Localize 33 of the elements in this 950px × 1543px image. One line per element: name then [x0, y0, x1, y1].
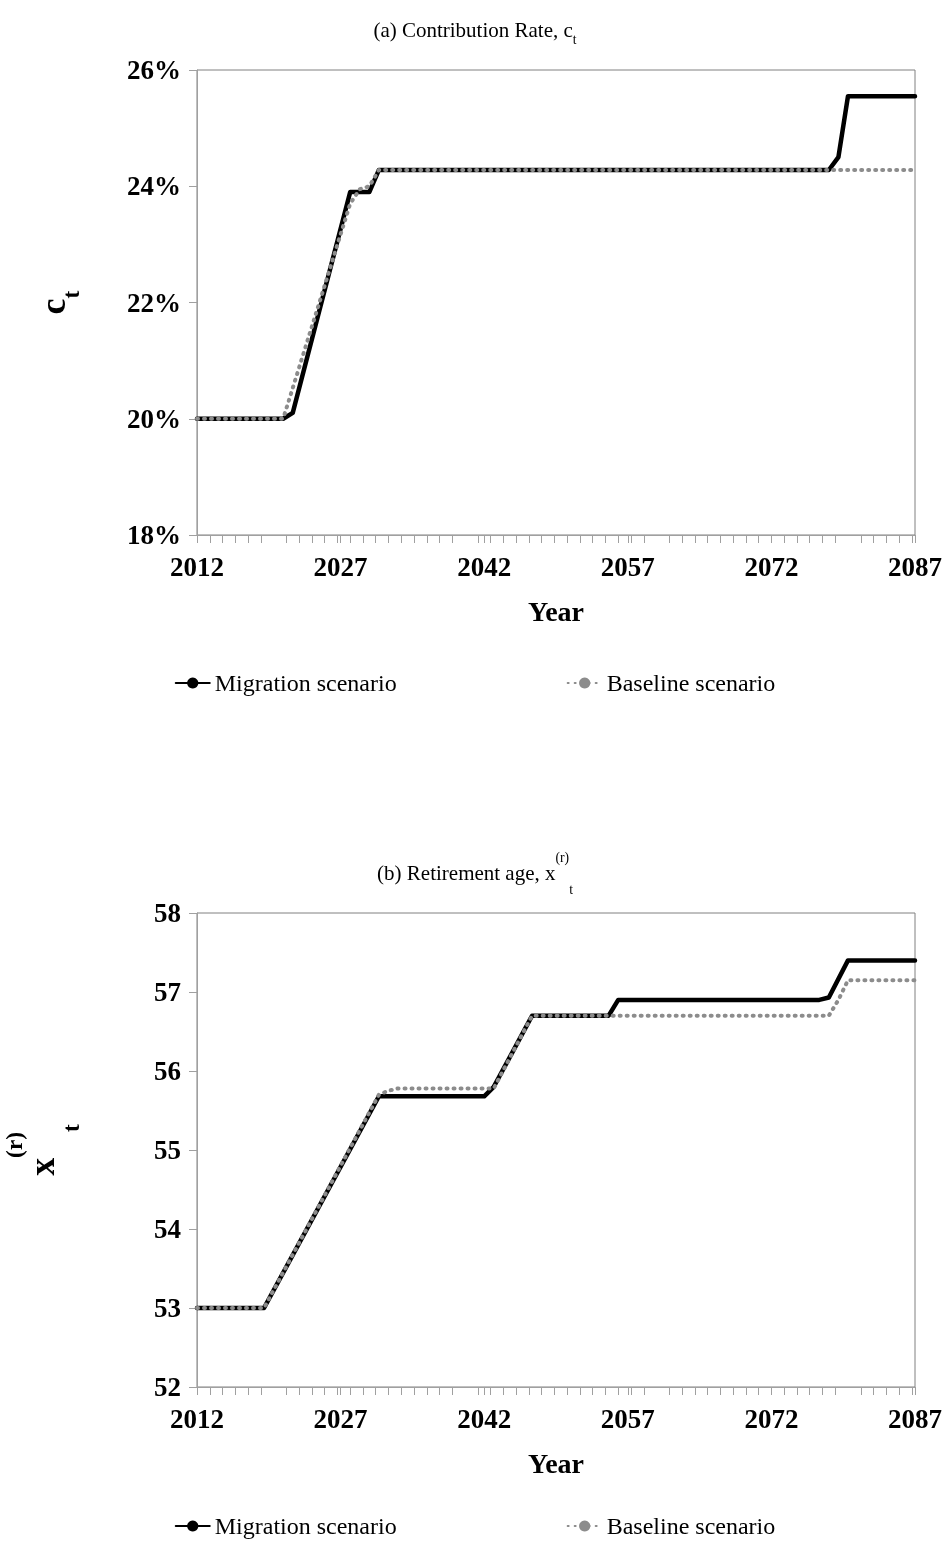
y-tick-label: 52 [154, 1372, 181, 1402]
y-tick-label: 53 [154, 1293, 181, 1323]
y-tick-label: 18% [127, 520, 181, 550]
legend-label: Baseline scenario [606, 670, 776, 696]
x-axis-title: Year [528, 1447, 584, 1479]
x-tick-label: 2027 [313, 1403, 368, 1434]
y-tick-label: 26% [127, 55, 181, 85]
legend-label: Migration scenario [214, 1513, 397, 1539]
x-axis-title: Year [528, 595, 584, 627]
x-tick-label: 2012 [170, 1403, 224, 1434]
y-tick-label: 57 [154, 977, 181, 1007]
y-tick-label: 55 [154, 1135, 181, 1165]
y-tick-label: 22% [127, 287, 181, 318]
x-tick-label: 2012 [170, 551, 224, 582]
legend-label: Baseline scenario [606, 1513, 776, 1539]
y-tick-label: 24% [127, 171, 181, 202]
x-tick-label: 2057 [600, 551, 655, 582]
x-tick-label: 2042 [457, 551, 512, 582]
x-tick-label: 2057 [600, 1403, 655, 1434]
y-tick-label: 56 [154, 1056, 181, 1086]
y-tick-label: 20% [127, 403, 181, 434]
y-tick-label: 54 [154, 1214, 181, 1244]
y-tick-label: 58 [154, 898, 181, 928]
chart-title: (b) Retirement age, x(r)t [377, 849, 573, 897]
y-axis-title: ct [33, 290, 84, 315]
x-tick-label: 2087 [888, 551, 942, 582]
x-tick-label: 2072 [744, 551, 799, 582]
x-tick-label: 2042 [457, 1403, 512, 1434]
x-tick-label: 2027 [313, 551, 368, 582]
x-tick-label: 2087 [888, 1403, 942, 1434]
text: x(r)t [1, 1124, 84, 1176]
legend-label: Migration scenario [214, 670, 397, 696]
x-tick-label: 2072 [744, 1403, 799, 1434]
